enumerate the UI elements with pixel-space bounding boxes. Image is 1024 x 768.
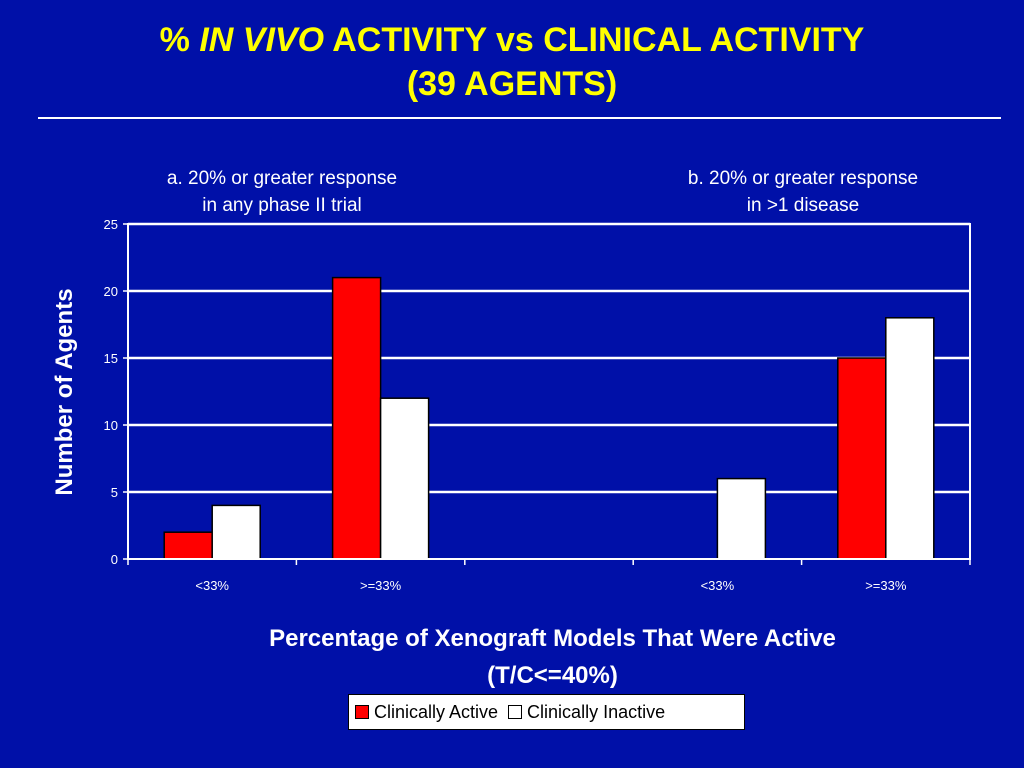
y-tick-label-0: 0 xyxy=(111,552,118,567)
legend: Clinically Active Clinically Inactive xyxy=(348,694,745,730)
panel-b-label-line2: in >1 disease xyxy=(746,195,860,216)
y-tick-label-5: 5 xyxy=(111,485,118,500)
title-italic: IN VIVO xyxy=(199,21,325,59)
x-tick-label-panel0-cat1: >=33% xyxy=(360,578,402,593)
y-tick-label-10: 10 xyxy=(104,418,118,433)
legend-label-inactive: Clinically Inactive xyxy=(527,701,666,722)
x-tick-label-panel1-cat1: >=33% xyxy=(865,578,907,593)
title-line-1: % IN VIVO ACTIVITY vs CLINICAL ACTIVITY xyxy=(0,18,1024,62)
bar-panel1-cat1-series0 xyxy=(837,357,887,560)
legend-label-active: Clinically Active xyxy=(374,701,499,722)
legend-swatch-active xyxy=(355,705,369,719)
panel-a-pvalue: p=0.14 xyxy=(179,251,229,268)
panel-a-label-line1: a. 20% or greater response xyxy=(166,168,398,189)
x-axis-title-line2: (T/C<=40%) xyxy=(487,662,618,689)
axes: 0 5 10 15 20 25 <33% >=33% <33% >=33% xyxy=(104,217,971,593)
x-axis-title-line1: Percentage of Xenograft Models That Were… xyxy=(269,625,836,652)
gridlines xyxy=(128,222,970,494)
bar-panel1-cat1-series1 xyxy=(885,317,935,560)
bar-panel0-cat1-series1 xyxy=(379,397,430,560)
panel-a-label: a. 20% or greater response in any phase … xyxy=(122,165,442,219)
bar-panel0-cat0-series1 xyxy=(211,504,261,560)
panel-b-label: b. 20% or greater response in >1 disease xyxy=(643,165,963,219)
x-tick-label-panel0-cat0: <33% xyxy=(195,578,229,593)
y-tick-label-25: 25 xyxy=(104,217,118,232)
bar-panel0-cat1-series0 xyxy=(331,276,382,560)
title-prefix: % xyxy=(159,21,190,59)
panel-a-label-line2: in any phase II trial xyxy=(202,195,362,216)
y-tick-label-20: 20 xyxy=(104,284,118,299)
plot-area xyxy=(127,223,971,560)
x-tick-label-panel1-cat0: <33% xyxy=(701,578,735,593)
y-tick-label-15: 15 xyxy=(104,351,118,366)
y-axis-title: Number of Agents xyxy=(51,288,78,496)
title-line-2: (39 AGENTS) xyxy=(406,65,618,103)
x-axis-title: Percentage of Xenograft Models That Were… xyxy=(0,620,1024,694)
bars xyxy=(163,276,935,560)
plot-frame xyxy=(127,223,971,560)
panel-b-pvalue: p=0.04 xyxy=(726,251,776,268)
title-divider xyxy=(38,117,1001,119)
bar-panel0-cat0-series0 xyxy=(163,531,213,560)
bar-panel1-cat0-series1 xyxy=(716,477,767,560)
title-rest: ACTIVITY vs CLINICAL ACTIVITY xyxy=(332,21,865,59)
panel-b-label-line1: b. 20% or greater response xyxy=(687,168,919,189)
legend-swatch-inactive xyxy=(508,705,523,719)
slide-title: % IN VIVO ACTIVITY vs CLINICAL ACTIVITY … xyxy=(0,18,1024,106)
